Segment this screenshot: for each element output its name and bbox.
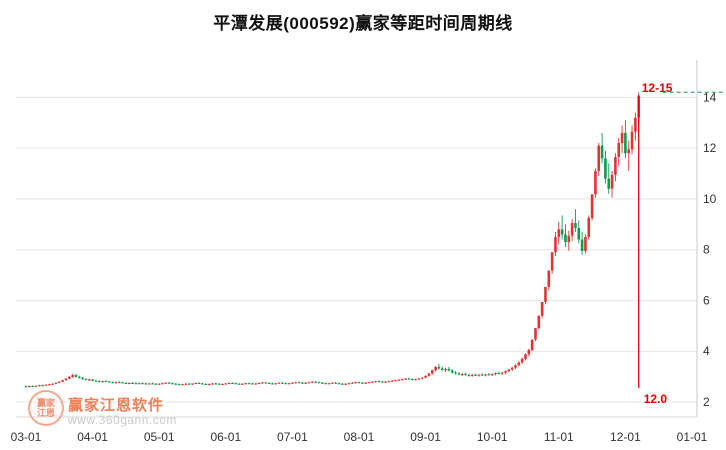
y-tick-label: 10 <box>703 192 717 206</box>
x-tick-label: 11-01 <box>544 430 574 444</box>
x-tick-label: 05-01 <box>144 430 175 444</box>
x-tick-label: 12-01 <box>610 430 641 444</box>
grid-lines <box>16 96 697 403</box>
chart-title: 平潭发展(000592)赢家等距时间周期线 <box>213 14 513 33</box>
y-tick-label: 12 <box>703 141 717 155</box>
x-tick-label: 04-01 <box>77 430 108 444</box>
x-tick-label: 09-01 <box>410 430 441 444</box>
y-tick-label: 2 <box>703 395 710 409</box>
x-tick-label: 01-01 <box>677 430 708 444</box>
watermark-brand: 赢家江恩软件 <box>68 397 165 414</box>
y-tick-label: 6 <box>703 293 710 307</box>
watermark-seal-bottom: 江恩 <box>36 408 55 418</box>
y-tick-label: 4 <box>703 344 710 358</box>
watermark-seal-top: 赢家 <box>36 398 55 408</box>
cycle-date-label: 12-15 <box>642 81 673 95</box>
watermark-url: www.360gann.com <box>68 413 177 427</box>
x-tick-label: 03-01 <box>11 430 42 444</box>
x-tick-label: 10-01 <box>477 430 508 444</box>
y-tick-label: 8 <box>703 243 710 257</box>
candles <box>24 92 641 388</box>
x-axis-labels: 03-01 04-01 05-01 06-01 07-01 08-01 09-01 10-01… <box>11 430 708 444</box>
x-tick-label: 07-01 <box>277 430 308 444</box>
x-tick-label: 06-01 <box>210 430 241 444</box>
watermark-seal-logo: 赢家 江恩 <box>28 390 64 426</box>
x-tick-label: 08-01 <box>344 430 375 444</box>
cycle-price-label: 12.0 <box>644 392 668 406</box>
y-axis-labels: 2 4 6 8 10 12 14 <box>703 90 717 409</box>
y-tick-label: 14 <box>703 90 717 104</box>
